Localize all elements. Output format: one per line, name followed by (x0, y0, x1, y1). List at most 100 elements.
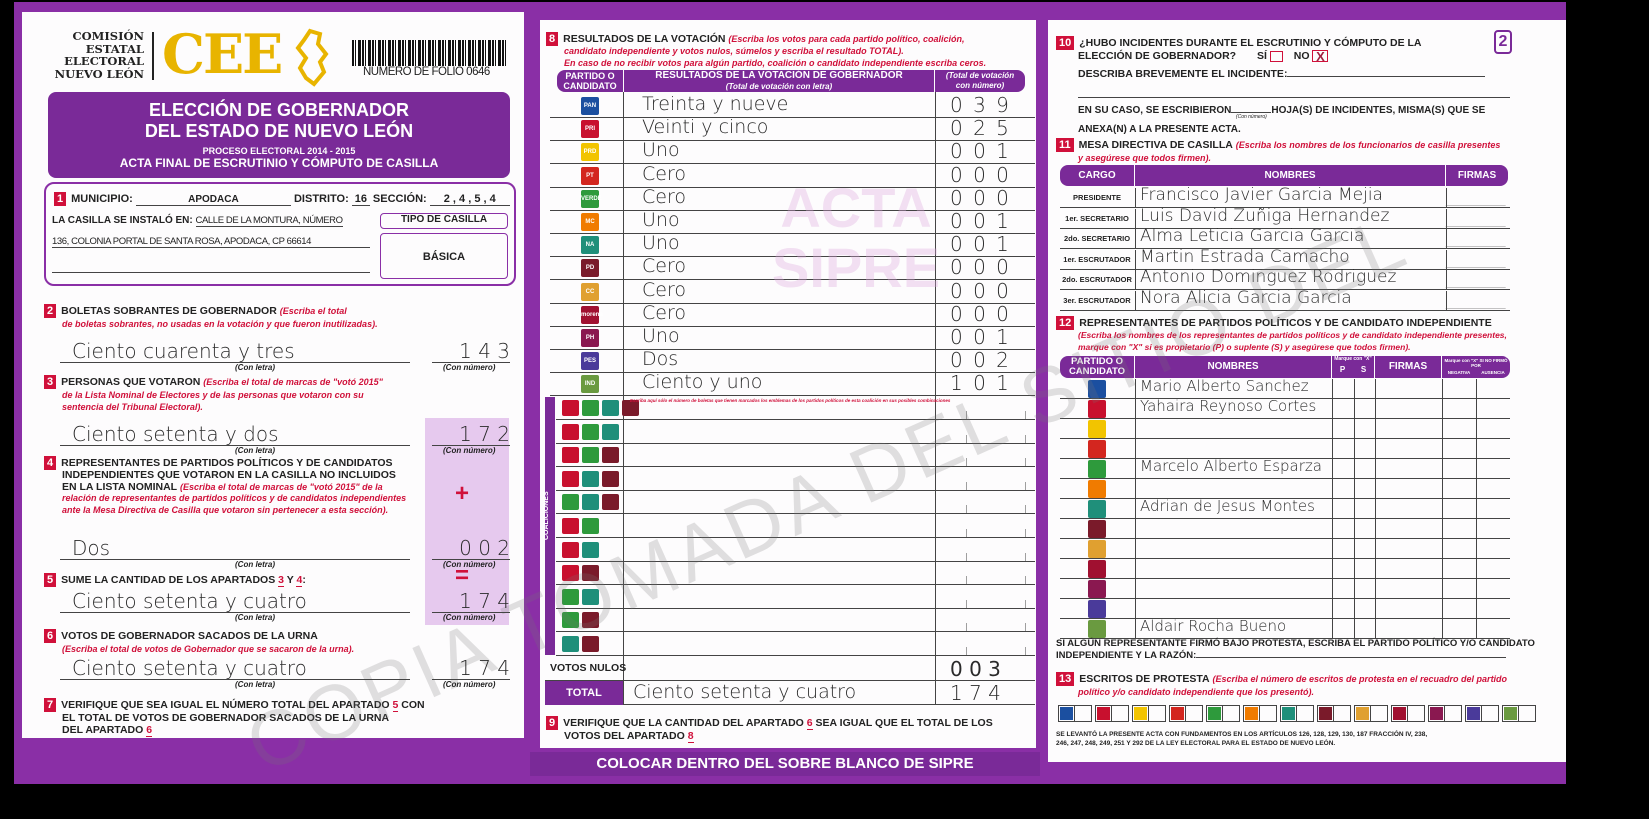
coalition-number-field[interactable] (966, 505, 1026, 514)
votes-letra[interactable]: Cero (642, 162, 686, 185)
divider (1442, 559, 1443, 578)
protest-count-field[interactable] (1222, 706, 1240, 721)
protest-count-field[interactable] (1481, 706, 1499, 721)
protest-count-field[interactable] (1185, 706, 1203, 721)
si-checkbox[interactable] (1269, 50, 1283, 62)
votes-numero[interactable]: 0 0 2 (950, 348, 1011, 373)
protest-count-field[interactable] (1111, 706, 1129, 721)
pt-logo (1171, 707, 1184, 720)
numero-field[interactable]: 1 7 2 (432, 423, 510, 446)
votes-numero[interactable]: 0 0 0 (950, 255, 1011, 280)
nombre-field[interactable]: Antonio Dominguez Rodriguez (1140, 267, 1397, 287)
footer-line: 246, 247, 248, 249, 251 Y 292 DE LA LEY … (1056, 740, 1336, 747)
protest-count-field[interactable] (1370, 706, 1388, 721)
protest-count-field[interactable] (1259, 706, 1277, 721)
letra-field[interactable]: Dos (60, 537, 410, 560)
sheets-count-field[interactable]: (Con número) (1231, 102, 1272, 120)
coalition-number-field[interactable] (966, 552, 1026, 561)
votes-numero[interactable]: 0 0 0 (950, 162, 1011, 187)
votes-numero[interactable]: 0 0 1 (950, 325, 1011, 349)
divider (1135, 479, 1136, 498)
incident-field-line2[interactable] (1078, 97, 1510, 98)
ref: 8 (687, 730, 694, 743)
votes-letra[interactable]: Ciento y uno (642, 371, 763, 394)
no-checkbox[interactable]: X (1312, 50, 1329, 63)
nuevo-leon-map-icon (295, 28, 329, 87)
protest-count-field[interactable] (1148, 706, 1166, 721)
signature-field[interactable] (1445, 251, 1515, 268)
votes-numero[interactable]: 0 2 5 (950, 116, 1011, 141)
coalition-number-field[interactable] (966, 458, 1026, 467)
votes-letra[interactable]: Cero (642, 278, 686, 301)
coalition-number-field[interactable] (966, 647, 1026, 655)
protest-count-field[interactable] (1518, 706, 1536, 721)
letra-field[interactable]: Ciento cuarenta y tres (60, 340, 410, 363)
encuentro-social-logo (1088, 600, 1106, 618)
nombre-field[interactable]: Luis David Zuñiga Hernandez (1140, 205, 1390, 226)
protest-count-field[interactable] (1333, 706, 1351, 721)
coalition-number-field[interactable] (966, 599, 1026, 608)
text: INDEPENDIENTE Y LA RAZÓN: (1056, 650, 1197, 661)
letra-field[interactable]: Ciento setenta y dos (60, 423, 410, 446)
cruzada-ciudadana-logo (1356, 707, 1369, 720)
signature-field[interactable] (1445, 292, 1515, 309)
votes-numero[interactable]: 0 0 0 (950, 278, 1011, 303)
protest-field[interactable] (1196, 657, 1507, 658)
letra-field[interactable]: Ciento setenta y cuatro (60, 590, 410, 613)
coalition-number-field[interactable] (966, 529, 1026, 537)
votes-letra[interactable]: Cero (642, 185, 686, 208)
rep-nombre-field[interactable]: Yahaira Reynoso Cortes (1140, 397, 1317, 415)
nombre-field[interactable]: Nora Alicia Garcia Garcia (1140, 287, 1352, 308)
votes-numero[interactable]: 0 0 1 (950, 139, 1011, 164)
nombre-field[interactable]: Alma Leticia Garcia Garcia (1140, 226, 1365, 246)
coalition-number-field[interactable] (966, 481, 1026, 490)
protest-count-field[interactable] (1296, 706, 1314, 721)
votes-numero[interactable]: 0 0 0 (950, 185, 1011, 210)
votes-letra[interactable]: Uno (642, 139, 680, 162)
vote-row: PRD Uno 0 0 1 (550, 139, 1035, 165)
numero-field[interactable]: 1 7 4 (432, 590, 510, 613)
rep-nombre-field[interactable]: Aldair Rocha Bueno (1140, 617, 1287, 635)
coalition-number-field[interactable] (966, 434, 1026, 443)
rep-nombre-field[interactable]: Marcelo Alberto Esparza (1140, 457, 1322, 475)
votes-letra[interactable]: Uno (642, 209, 680, 231)
rep-nombre-field[interactable]: Mario Alberto Sanchez (1140, 377, 1309, 395)
section-number: 8 (546, 32, 559, 46)
section-11-header: 11 MESA DIRECTIVA DE CASILLA (Escriba los… (1056, 138, 1500, 164)
coalition-number-field[interactable] (966, 411, 1026, 419)
votes-numero[interactable]: 0 0 1 (950, 232, 1011, 257)
nombre-field[interactable]: Francisco Javier Garcia Mejia (1140, 185, 1383, 205)
protest-box (1243, 705, 1277, 722)
signature-field[interactable] (1445, 190, 1515, 206)
protest-count-field[interactable] (1074, 706, 1092, 721)
votes-letra[interactable]: Dos (642, 348, 679, 371)
rep-nombre-field[interactable]: Adrian de Jesus Montes (1140, 497, 1315, 515)
coalition-number-field[interactable] (966, 576, 1026, 585)
barcode (352, 40, 506, 66)
plus-sign: + (455, 480, 470, 507)
signature-field[interactable] (1445, 231, 1515, 247)
votes-letra[interactable]: Cero (642, 255, 686, 278)
signature-field[interactable] (1445, 272, 1515, 288)
incident-field[interactable] (1287, 76, 1486, 78)
numero-field[interactable]: 1 7 4 (432, 657, 510, 680)
humanista-logo: PH (581, 329, 599, 347)
votes-numero[interactable]: 0 0 0 (950, 301, 1011, 326)
protest-count-field[interactable] (1407, 706, 1425, 721)
votes-letra[interactable]: Treinta y nueve (642, 93, 789, 115)
votes-numero[interactable]: 0 0 1 (950, 209, 1011, 233)
votes-letra[interactable]: Cero (642, 301, 686, 324)
votes-numero[interactable]: 1 0 1 (950, 371, 1011, 396)
votes-letra[interactable]: Uno (642, 232, 680, 255)
signature-field[interactable] (1445, 210, 1515, 227)
numero-field[interactable]: 1 4 3 (432, 340, 510, 363)
vote-row: VERDE Cero 0 0 0 (550, 185, 1035, 211)
letra-field[interactable]: Ciento setenta y cuatro (60, 657, 410, 680)
votes-letra[interactable]: Uno (642, 325, 680, 347)
protest-count-field[interactable] (1444, 706, 1462, 721)
coalition-number-field[interactable] (966, 623, 1026, 632)
votes-numero[interactable]: 0 3 9 (950, 93, 1011, 117)
votes-letra[interactable]: Veinti y cinco (642, 116, 769, 139)
numero-field[interactable]: 0 0 2 (432, 537, 510, 560)
nombre-field[interactable]: Martin Estrada Camacho (1140, 246, 1350, 267)
